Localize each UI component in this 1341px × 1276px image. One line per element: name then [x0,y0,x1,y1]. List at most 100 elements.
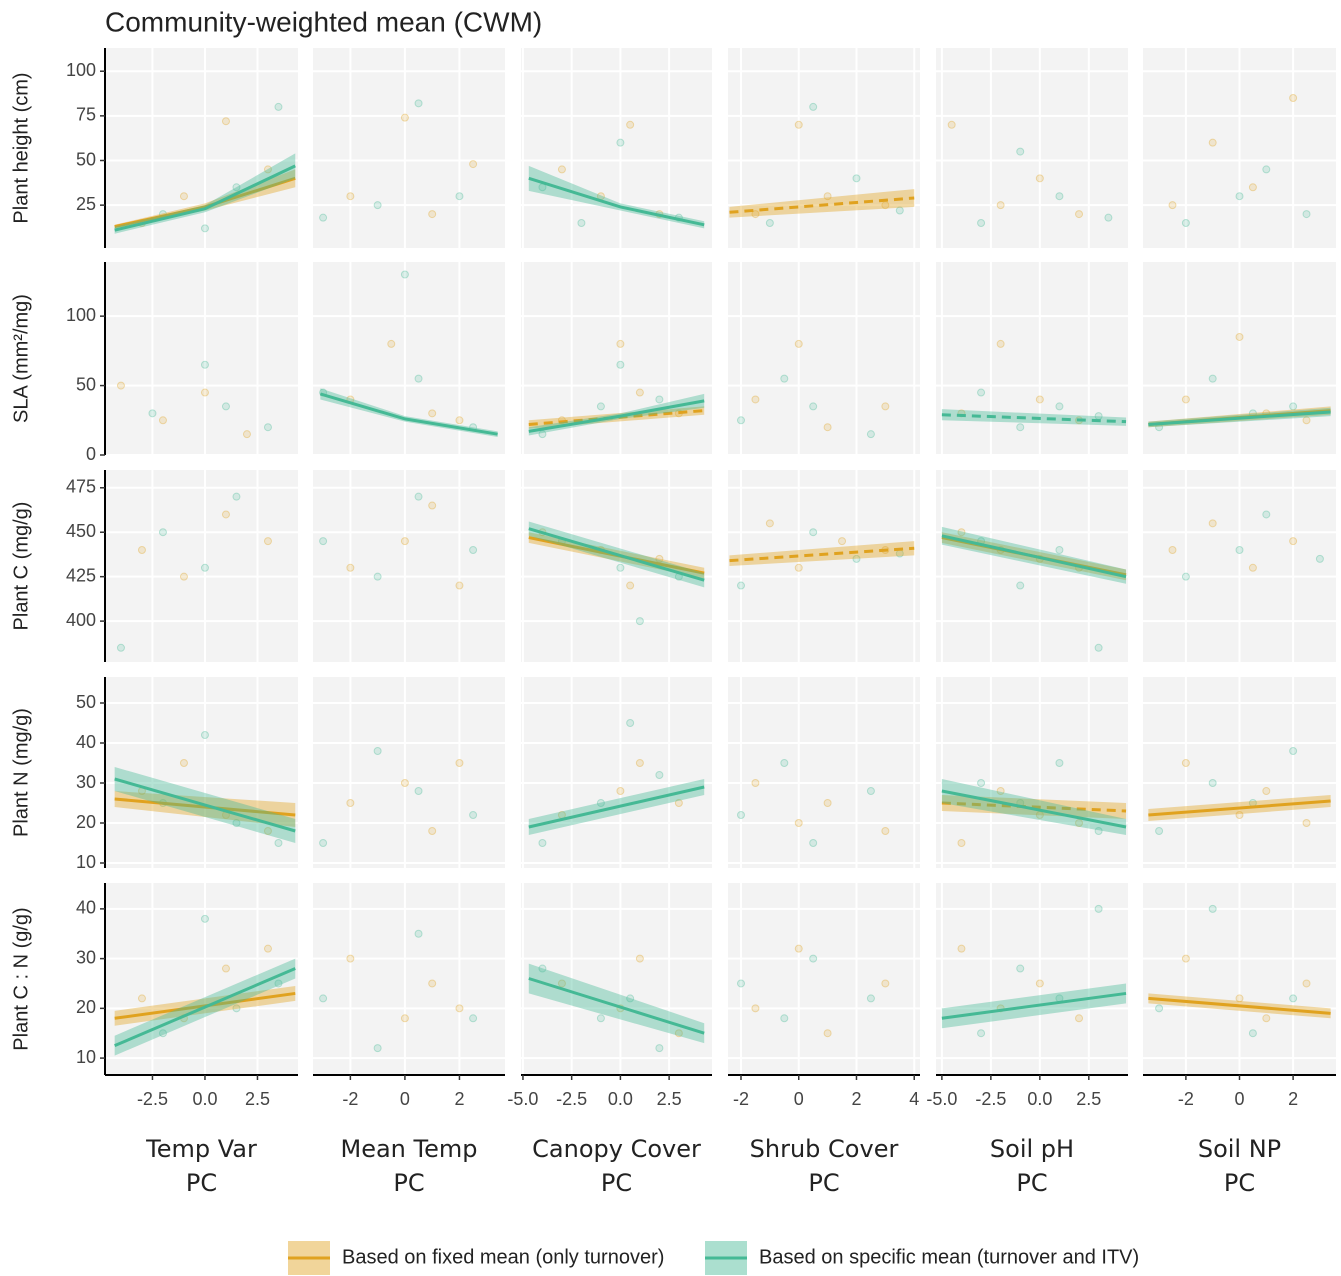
data-point [179,572,188,581]
data-point [1235,811,1244,819]
data-point [455,416,464,425]
data-point [852,554,861,563]
data-point [1302,416,1311,425]
x-tick-label: -2.5 [137,1089,168,1109]
fit-line [1148,799,1331,817]
data-point [736,581,745,590]
data-point [400,537,409,546]
y-tick-label: 75 [76,105,96,125]
data-point [373,201,382,210]
x-tick-label: 2 [851,1089,861,1109]
y-tick-label: 400 [66,610,96,630]
panel-background [728,677,920,868]
data-point [400,1014,409,1023]
data-point [221,402,230,411]
data-point [1262,787,1271,795]
y-axis-label: Plant C (mg/g) [10,502,32,631]
panel [728,262,920,456]
column-label: Soil pH [990,1135,1074,1163]
x-tick-label: -5.0 [507,1089,538,1109]
data-point [780,759,789,767]
panel-background [105,262,298,455]
data-point [116,381,125,390]
data-point [794,819,803,827]
y-tick-label: 10 [76,1047,96,1067]
data-point [1181,572,1190,581]
panel-background [313,470,505,662]
data-point [626,581,635,590]
y-axis-label: SLA (mm²/mg) [10,294,32,423]
x-tick-label: -2 [342,1089,358,1109]
y-tick-label: 25 [76,194,96,214]
y-tick-label: 30 [76,772,96,792]
data-point [263,827,272,835]
data-point [414,374,423,383]
data-point [809,102,818,111]
data-point [881,402,890,411]
x-tick-label: -2 [733,1089,749,1109]
data-point [1094,827,1103,835]
data-point [626,719,635,727]
fit-line [319,392,498,436]
data-point [838,537,847,546]
data-point [232,492,241,501]
panel [521,262,712,456]
data-point [1155,1004,1164,1013]
x-tick-label: 2.5 [245,1089,270,1109]
legend-label: Based on fixed mean (only turnover) [342,1246,664,1268]
panel [313,883,505,1075]
data-point [1016,423,1025,432]
y-tick-label: 30 [76,947,96,967]
y-tick-label: 100 [66,305,96,325]
panel-background [521,883,712,1075]
panel [728,470,920,662]
data-point [1248,1029,1257,1038]
x-tick-label: 2.5 [1076,1089,1101,1109]
data-point [1094,904,1103,913]
data-point [232,183,241,192]
data-point [428,210,437,219]
data-point [596,799,605,807]
x-tick-label: 0 [1234,1089,1244,1109]
data-point [455,192,464,201]
data-point [400,779,409,787]
fit-line [1148,410,1331,426]
data-point [626,120,635,129]
data-point [977,219,986,227]
data-point [765,519,774,528]
data-point [616,787,625,795]
fit-line [941,991,1127,1020]
fit-line [729,196,915,214]
y-tick-label: 40 [76,898,96,918]
y-axis-label: Plant N (mg/g) [10,708,32,837]
panel-background [521,677,712,868]
fit-line [729,546,915,563]
data-point [1289,402,1298,411]
panel [1143,883,1336,1075]
panel [1143,677,1336,868]
fit-line [114,164,296,232]
fit-line [114,797,296,817]
data-point [809,954,818,963]
panel [105,48,298,248]
y-tick-label: 50 [76,374,96,394]
panel [521,48,712,248]
panel-background [313,883,505,1075]
panel [521,677,712,868]
x-tick-label: -2.5 [975,1089,1006,1109]
x-tick-label: -2 [1178,1089,1194,1109]
data-point [1016,581,1025,590]
data-point [263,423,272,432]
data-point [346,954,355,963]
fit-line [528,977,705,1035]
data-point [263,944,272,953]
data-point [626,994,635,1003]
data-point [116,643,125,652]
data-point [577,219,586,227]
data-point [274,102,283,111]
panel [1143,262,1336,456]
data-point [200,360,209,369]
panel [313,262,505,456]
data-point [221,117,230,126]
